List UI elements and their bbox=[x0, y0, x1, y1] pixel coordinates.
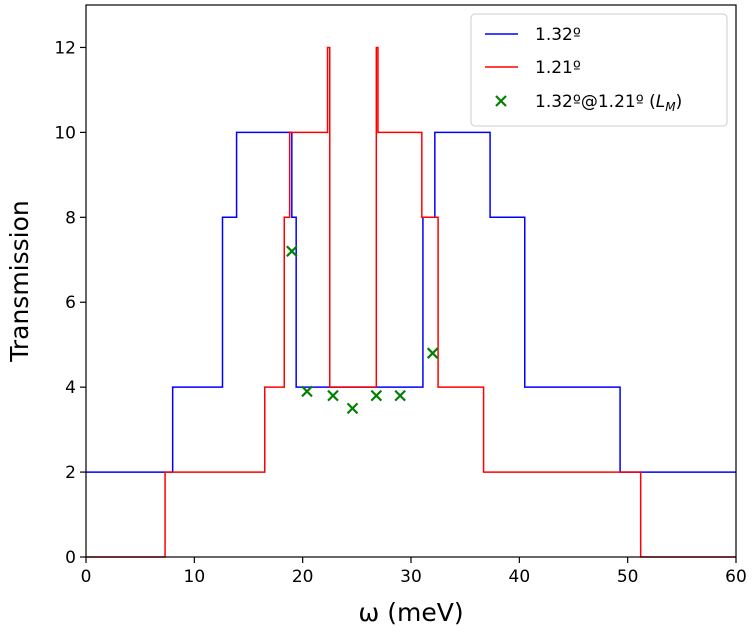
scatter-point bbox=[394, 389, 406, 402]
scatter-point bbox=[327, 389, 339, 402]
y-tick-label: 8 bbox=[65, 208, 76, 228]
x-axis-label: ω (meV) bbox=[358, 598, 463, 627]
series-line-1 bbox=[86, 46, 736, 558]
y-tick-label: 6 bbox=[65, 293, 76, 313]
scatter-point bbox=[346, 402, 359, 415]
scatter-point bbox=[286, 245, 298, 258]
series-layer bbox=[86, 46, 736, 558]
scatter-point bbox=[370, 389, 383, 402]
legend-box bbox=[470, 13, 728, 127]
y-tick-label: 12 bbox=[54, 38, 76, 58]
x-tick-label: 60 bbox=[725, 567, 747, 587]
y-axis-label: Transmission bbox=[5, 200, 34, 363]
x-tick-label: 50 bbox=[617, 567, 639, 587]
legend-swatch-combined bbox=[495, 95, 507, 107]
x-axis: 0 10 20 30 40 50 60 bbox=[81, 557, 747, 587]
scatter-point bbox=[426, 347, 439, 359]
legend-label-combined: 1.32º@1.21º (LM) bbox=[535, 92, 682, 114]
legend-label-1-21: 1.21º bbox=[535, 58, 581, 78]
x-tick-label: 30 bbox=[400, 567, 422, 587]
y-tick-label: 0 bbox=[65, 548, 76, 568]
x-tick-label: 10 bbox=[184, 567, 206, 587]
y-tick-label: 4 bbox=[65, 378, 76, 398]
legend: 1.32º 1.21º 1.32º@1.21º (LM) bbox=[470, 13, 728, 127]
y-tick-label: 10 bbox=[54, 123, 76, 143]
y-axis: 0 2 4 6 8 10 12 bbox=[54, 38, 86, 568]
x-tick-label: 0 bbox=[81, 567, 92, 587]
y-tick-label: 2 bbox=[65, 463, 76, 483]
x-tick-label: 40 bbox=[509, 567, 531, 587]
scatter-point bbox=[301, 385, 313, 398]
x-tick-label: 20 bbox=[292, 567, 314, 587]
legend-label-1-32: 1.32º bbox=[535, 25, 581, 45]
